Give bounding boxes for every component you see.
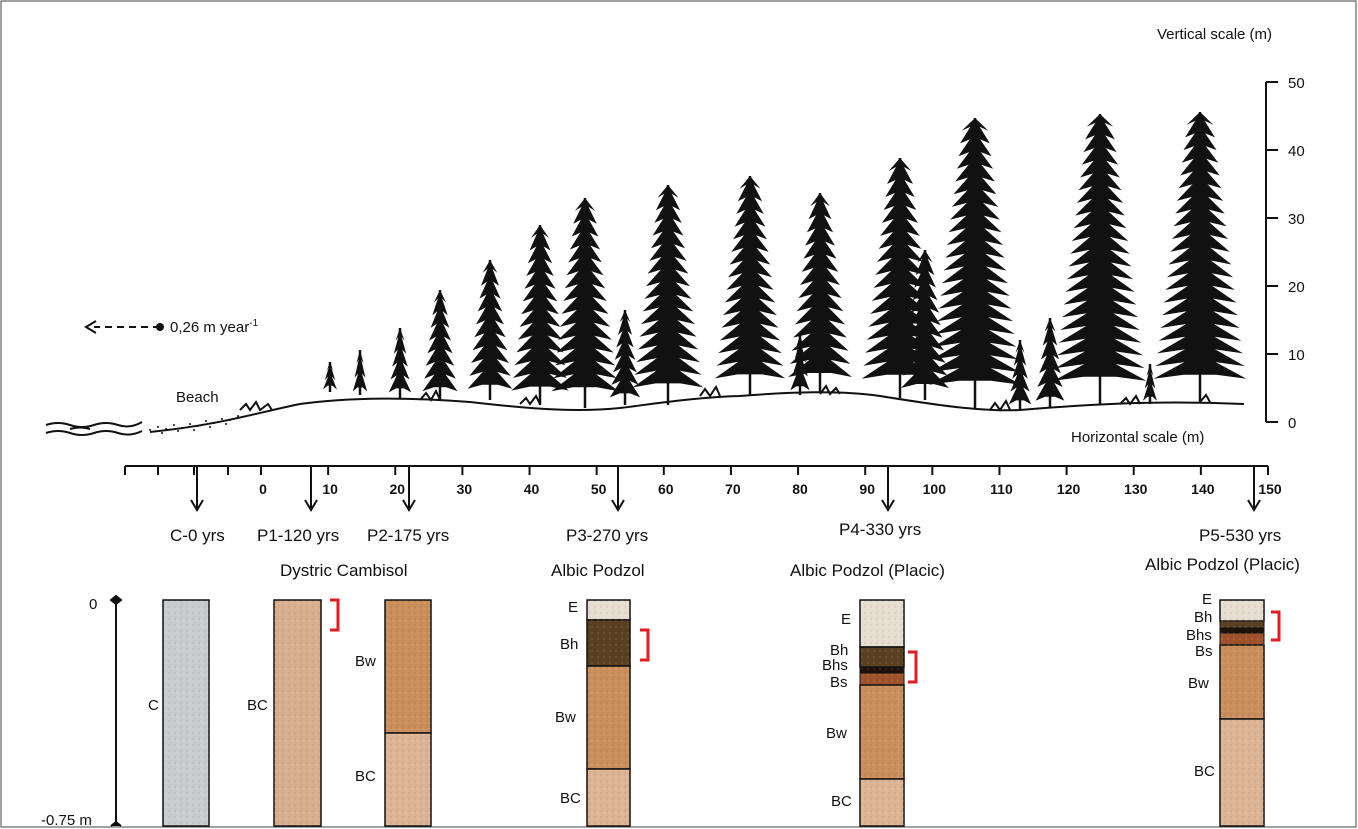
horizon-label: BC bbox=[247, 697, 268, 714]
migration-rate-label: 0,26 m year-1 bbox=[170, 318, 259, 336]
profile-p5 bbox=[1219, 599, 1265, 827]
profile-p4 bbox=[859, 599, 905, 827]
horizon-label: Bh bbox=[1194, 609, 1212, 626]
undergrowth bbox=[239, 384, 1211, 412]
site-arrows bbox=[190, 466, 1261, 512]
landscape-illustration bbox=[45, 112, 1247, 436]
horizontal-tick-label: 60 bbox=[658, 481, 674, 497]
depth-bottom-label: -0.75 m bbox=[41, 812, 92, 829]
horizon-label: BC bbox=[355, 768, 376, 785]
site-label-c: C-0 yrs bbox=[170, 526, 225, 545]
profile-p1 bbox=[273, 599, 322, 827]
horizontal-tick-label: 70 bbox=[725, 481, 741, 497]
horizon-label: Bh bbox=[560, 636, 578, 653]
horizontal-tick-label: 120 bbox=[1057, 481, 1081, 497]
bracket-p1 bbox=[330, 598, 340, 632]
horizontal-tick-label: 90 bbox=[859, 481, 875, 497]
site-label-p4: P4-330 yrs bbox=[839, 520, 921, 539]
vertical-tick-label: 50 bbox=[1288, 75, 1305, 92]
vertical-scale-axis bbox=[1265, 81, 1278, 423]
site-label-p1: P1-120 yrs bbox=[257, 526, 339, 545]
horizon-label: E bbox=[568, 599, 578, 616]
soil-type-podzol: Albic Podzol bbox=[551, 561, 645, 580]
horizontal-tick-label: 20 bbox=[389, 481, 405, 497]
horizon-label: Bw bbox=[826, 725, 847, 742]
horizontal-tick-label: 80 bbox=[792, 481, 808, 497]
depth-axis bbox=[109, 594, 123, 827]
depth-top-label: 0 bbox=[89, 596, 97, 613]
bracket-p5 bbox=[1271, 610, 1281, 642]
horizon-label: BC bbox=[1194, 763, 1215, 780]
vertical-tick-label: 40 bbox=[1288, 143, 1305, 160]
horizontal-tick-label: 100 bbox=[923, 481, 947, 497]
horizontal-tick-label: 50 bbox=[591, 481, 607, 497]
horizon-label: Bhs bbox=[822, 657, 848, 674]
horizon-label: Bh bbox=[830, 642, 848, 659]
vertical-tick-label: 20 bbox=[1288, 279, 1305, 296]
site-label-p2: P2-175 yrs bbox=[367, 526, 449, 545]
horizontal-scale-title: Horizontal scale (m) bbox=[1071, 429, 1204, 446]
profile-p3 bbox=[586, 599, 631, 827]
vertical-scale-title: Vertical scale (m) bbox=[1157, 26, 1272, 43]
horizontal-scale-axis bbox=[124, 465, 1268, 475]
horizon-label: E bbox=[1202, 591, 1212, 608]
horizon-label: Bw bbox=[355, 653, 376, 670]
horizontal-tick-label: 30 bbox=[457, 481, 473, 497]
vertical-tick-label: 30 bbox=[1288, 211, 1305, 228]
ground-line bbox=[149, 391, 1245, 433]
horizon-label: C bbox=[148, 697, 159, 714]
soil-type-podzol-placic-p4: Albic Podzol (Placic) bbox=[790, 561, 945, 580]
profile-c bbox=[162, 599, 210, 827]
horizontal-tick-label: 10 bbox=[322, 481, 338, 497]
coast-migration-arrow bbox=[84, 320, 164, 334]
horizon-label: BC bbox=[560, 790, 581, 807]
soil-type-podzol-placic-p5: Albic Podzol (Placic) bbox=[1145, 555, 1300, 574]
sea-waves bbox=[45, 421, 143, 436]
horizontal-tick-label: 130 bbox=[1124, 481, 1148, 497]
soil-type-cambisol: Dystric Cambisol bbox=[280, 561, 408, 580]
bracket-p3 bbox=[640, 628, 650, 662]
horizon-label: Bs bbox=[1195, 643, 1213, 660]
horizon-label: BC bbox=[831, 793, 852, 810]
horizon-label: E bbox=[841, 611, 851, 628]
horizontal-tick-label: 150 bbox=[1258, 481, 1282, 497]
vertical-tick-label: 0 bbox=[1288, 415, 1296, 432]
beach-label: Beach bbox=[176, 389, 219, 406]
horizon-label: Bhs bbox=[1186, 627, 1212, 644]
tree-group bbox=[323, 112, 1247, 410]
horizon-label: Bw bbox=[555, 709, 576, 726]
horizontal-scale-ticks: 0 10 20 30 40 50 60 70 80 90 100 110 120 130 140 150 bbox=[157, 466, 1282, 497]
profile-p2 bbox=[384, 599, 432, 827]
vertical-tick-label: 10 bbox=[1288, 347, 1305, 364]
site-label-p5: P5-530 yrs bbox=[1199, 526, 1281, 545]
bracket-p4 bbox=[908, 650, 918, 684]
horizon-label: Bw bbox=[1188, 675, 1209, 692]
horizontal-tick-label: 140 bbox=[1191, 481, 1215, 497]
horizontal-tick-label: 110 bbox=[990, 481, 1013, 497]
horizontal-tick-label: 40 bbox=[524, 481, 540, 497]
site-label-p3: P3-270 yrs bbox=[566, 526, 648, 545]
horizontal-tick-label: 0 bbox=[259, 481, 267, 497]
vertical-scale-ticks: 50 40 30 20 10 0 bbox=[1288, 75, 1305, 432]
horizon-label: Bs bbox=[830, 674, 848, 691]
